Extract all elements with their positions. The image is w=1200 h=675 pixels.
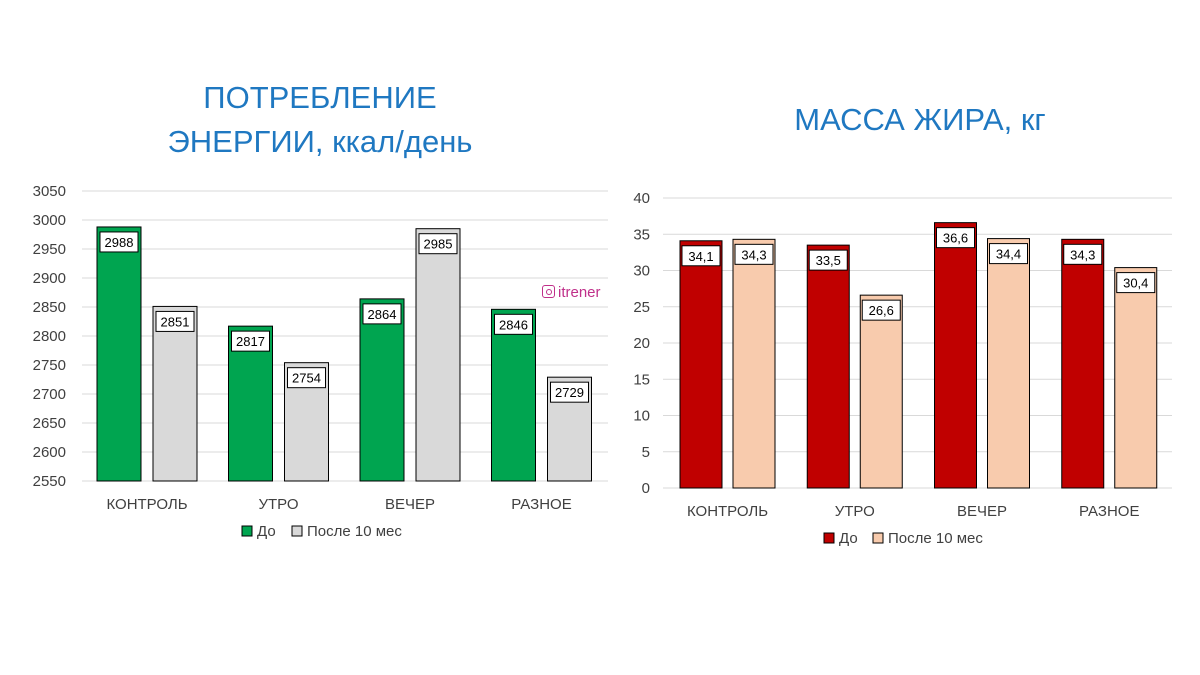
fat-data-label-box	[989, 243, 1028, 265]
energy-legend-label: До	[257, 523, 276, 540]
energy-data-label: 2729	[555, 385, 584, 400]
energy-legend-swatch	[291, 525, 303, 537]
fat-data-label-box	[734, 243, 774, 265]
energy-bar-before	[228, 325, 273, 482]
energy-bar-before	[491, 308, 536, 482]
fat-bar-after	[859, 294, 903, 489]
energy-chart-title: ПОТРЕБЛЕНИЕ ЭНЕРГИИ, ккал/день	[120, 76, 520, 164]
energy-y-tick-label: 2700	[33, 386, 66, 403]
energy-data-label: 2851	[161, 314, 190, 329]
fat-category-label: КОНТРОЛЬ	[687, 503, 768, 520]
fat-y-tick-label: 30	[633, 263, 650, 280]
fat-y-tick-label: 5	[642, 444, 650, 461]
energy-data-label: 2864	[368, 307, 397, 322]
fat-legend-swatch	[823, 532, 835, 544]
fat-bar-after	[1114, 267, 1158, 489]
energy-category-label: УТРО	[258, 496, 298, 513]
energy-y-tick-label: 2950	[33, 241, 66, 258]
energy-bar-after	[415, 228, 461, 482]
energy-bar-after	[152, 305, 198, 482]
fat-data-label-box	[936, 227, 975, 249]
fat-category-label: РАЗНОЕ	[1079, 503, 1139, 520]
fat-bar-before	[679, 240, 723, 489]
fat-y-tick-label: 40	[633, 190, 650, 207]
energy-data-label-box	[99, 231, 139, 253]
fat-bar-before	[934, 222, 977, 489]
energy-data-label: 2846	[499, 317, 528, 332]
energy-y-tick-label: 2850	[33, 299, 66, 316]
energy-y-tick-label: 2600	[33, 444, 66, 461]
energy-data-label-box	[231, 330, 270, 352]
energy-y-tick-label: 3000	[33, 212, 66, 229]
energy-data-label: 2988	[105, 235, 134, 250]
energy-data-label: 2817	[236, 334, 265, 349]
fat-bar-before	[1061, 238, 1105, 489]
fat-legend-swatch	[872, 532, 884, 544]
fat-data-label: 30,4	[1123, 276, 1148, 291]
energy-y-tick-label: 2750	[33, 357, 66, 374]
fat-y-tick-label: 15	[633, 371, 650, 388]
fat-y-tick-label: 10	[633, 408, 650, 425]
energy-data-label: 2754	[292, 371, 321, 386]
fat-legend-label: До	[839, 530, 858, 547]
energy-data-label-box	[494, 313, 533, 335]
energy-category-label: РАЗНОЕ	[511, 496, 571, 513]
fat-data-label-box	[861, 299, 901, 321]
energy-y-tick-label: 3050	[33, 183, 66, 200]
energy-title-line-2: ЭНЕРГИИ, ккал/день	[167, 124, 473, 159]
energy-y-tick-label: 2650	[33, 415, 66, 432]
fat-data-label-box	[681, 245, 721, 267]
energy-data-label-box	[418, 233, 458, 255]
fat-y-tick-label: 20	[633, 335, 650, 352]
fat-title-line-1: МАССА ЖИРА, кг	[794, 102, 1046, 137]
energy-data-label-box	[155, 310, 195, 332]
energy-legend-swatch	[241, 525, 253, 537]
fat-data-label-box	[808, 249, 848, 271]
fat-legend-label: После 10 мес	[888, 530, 983, 547]
fat-y-tick-label: 0	[642, 480, 650, 497]
fat-bar-after	[987, 238, 1030, 489]
energy-data-label-box	[550, 381, 589, 403]
fat-data-label: 34,1	[688, 249, 713, 264]
instagram-watermark: itrener	[542, 284, 601, 301]
energy-y-tick-label: 2800	[33, 328, 66, 345]
fat-data-label-box	[1116, 272, 1156, 294]
fat-data-label: 36,6	[943, 231, 968, 246]
watermark-text: itrener	[558, 284, 601, 301]
energy-legend-label: После 10 мес	[307, 523, 402, 540]
fat-bar-before	[806, 244, 850, 489]
fat-data-label: 34,3	[741, 247, 766, 262]
fat-category-label: УТРО	[835, 503, 875, 520]
energy-bar-before	[359, 298, 405, 482]
energy-y-tick-label: 2900	[33, 270, 66, 287]
fat-data-label-box	[1063, 243, 1103, 265]
fat-category-label: ВЕЧЕР	[957, 503, 1007, 520]
instagram-icon	[542, 285, 555, 298]
fat-chart-title: МАССА ЖИРА, кг	[720, 98, 1120, 142]
fat-y-tick-label: 35	[633, 226, 650, 243]
energy-title-line-1: ПОТРЕБЛЕНИЕ	[203, 80, 437, 115]
energy-bar-before	[96, 226, 142, 482]
energy-data-label-box	[362, 303, 402, 325]
fat-y-tick-label: 25	[633, 299, 650, 316]
energy-y-tick-label: 2550	[33, 473, 66, 490]
fat-bar-after	[732, 238, 776, 489]
energy-data-label: 2985	[424, 237, 453, 252]
fat-data-label: 34,4	[996, 247, 1021, 262]
energy-data-label-box	[287, 367, 326, 389]
fat-data-label: 33,5	[816, 253, 841, 268]
energy-category-label: ВЕЧЕР	[385, 496, 435, 513]
energy-category-label: КОНТРОЛЬ	[106, 496, 187, 513]
fat-data-label: 34,3	[1070, 247, 1095, 262]
fat-data-label: 26,6	[869, 303, 894, 318]
